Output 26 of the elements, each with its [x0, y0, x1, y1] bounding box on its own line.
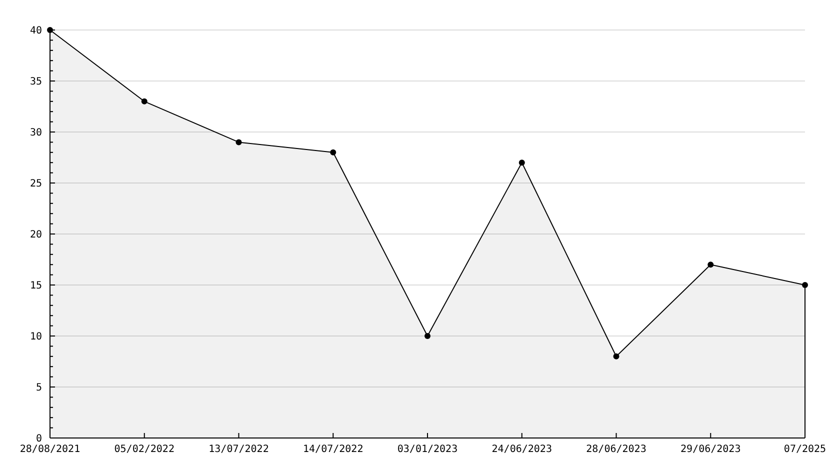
x-tick-label: 24/06/2023 [492, 444, 552, 455]
y-tick-label: 25 [30, 178, 42, 190]
x-tick-label: 05/02/2022 [114, 444, 174, 455]
y-tick-label: 10 [30, 332, 42, 342]
point [708, 262, 714, 268]
point [141, 98, 148, 104]
x-tick-label: 13/07/2022 [208, 444, 269, 455]
x-tick-label: 28/08/2021 [20, 444, 80, 455]
point [424, 333, 430, 339]
y-tick-label: 0 [36, 434, 42, 444]
x-tick-label: 07/2025 [784, 444, 826, 455]
y-tick-label: 15 [30, 280, 42, 292]
point [330, 149, 336, 156]
y-tick-label: 35 [30, 76, 42, 88]
y-tick-label: 20 [30, 230, 42, 240]
point [518, 160, 525, 166]
point [802, 282, 808, 288]
x-tick-label: 14/07/2022 [303, 444, 364, 455]
x-tick-label: 28/06/2023 [586, 444, 646, 455]
y-tick-label: 40 [30, 26, 42, 36]
x-tick-label: 03/01/2023 [397, 444, 458, 455]
y-tick-label: 5 [36, 382, 42, 394]
point [613, 353, 620, 360]
y-tick-label: 30 [30, 128, 42, 138]
x-tick-label: 29/06/2023 [680, 444, 741, 455]
point [236, 139, 242, 146]
